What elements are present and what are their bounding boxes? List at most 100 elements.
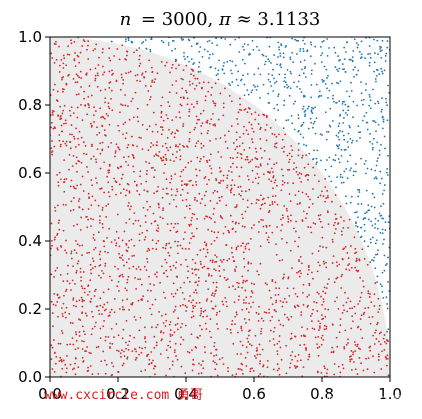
point-inside [302, 334, 305, 337]
point-inside [245, 243, 248, 246]
point-inside [60, 360, 63, 363]
point-inside [209, 200, 212, 202]
point-inside [200, 263, 202, 265]
point-inside [183, 281, 186, 284]
point-inside [247, 340, 250, 343]
point-inside [76, 223, 79, 226]
point-inside [275, 162, 278, 164]
point-inside [174, 240, 177, 243]
point-outside [167, 41, 170, 44]
point-inside [90, 179, 93, 181]
point-inside [252, 130, 255, 133]
point-inside [231, 179, 234, 181]
point-inside [351, 307, 354, 310]
point-inside [143, 326, 146, 329]
point-inside [273, 145, 276, 148]
point-inside [216, 311, 218, 314]
point-inside [257, 199, 260, 202]
point-inside [91, 267, 94, 270]
point-inside [59, 342, 62, 345]
point-inside [56, 300, 59, 303]
point-inside [387, 374, 390, 377]
point-inside [256, 198, 258, 201]
point-inside [317, 261, 320, 264]
point-inside [171, 119, 174, 121]
point-inside [168, 323, 171, 326]
point-inside [144, 369, 147, 371]
point-inside [193, 106, 195, 109]
point-inside [122, 123, 125, 126]
point-inside [358, 258, 361, 261]
point-inside [143, 238, 146, 241]
point-outside [369, 57, 372, 59]
point-inside [103, 71, 106, 74]
point-inside [323, 324, 326, 327]
point-inside [188, 207, 191, 210]
point-inside [118, 308, 121, 310]
point-inside [303, 343, 306, 346]
point-outside [301, 68, 303, 71]
point-inside [176, 190, 179, 193]
point-outside [384, 221, 387, 224]
point-inside [89, 300, 92, 303]
point-outside [360, 203, 363, 205]
point-inside [335, 277, 338, 280]
point-inside [334, 228, 337, 230]
point-inside [107, 288, 110, 291]
point-inside [80, 285, 83, 288]
point-inside [212, 213, 215, 216]
point-inside [209, 259, 212, 262]
point-inside [190, 160, 193, 163]
point-inside [69, 363, 72, 366]
point-inside [150, 167, 153, 169]
point-inside [71, 368, 74, 371]
quarter-circle-region [50, 37, 390, 377]
point-inside [213, 231, 216, 234]
point-outside [286, 69, 289, 71]
point-inside [107, 336, 110, 338]
point-inside [336, 296, 338, 299]
point-inside [223, 268, 225, 271]
point-inside [199, 160, 201, 163]
point-outside [386, 119, 389, 122]
point-inside [321, 318, 324, 321]
point-inside [245, 308, 248, 310]
point-inside [157, 239, 160, 242]
point-outside [363, 223, 366, 226]
point-inside [275, 301, 277, 304]
point-inside [208, 164, 211, 167]
point-inside [215, 177, 217, 180]
point-inside [102, 325, 105, 328]
point-inside [205, 159, 208, 162]
point-inside [127, 71, 130, 74]
point-inside [153, 347, 156, 349]
point-outside [365, 211, 368, 214]
point-inside [232, 342, 235, 345]
point-inside [214, 292, 216, 295]
point-inside [257, 182, 260, 185]
point-inside [262, 319, 265, 322]
point-inside [340, 216, 342, 219]
point-inside [166, 137, 169, 139]
point-inside [180, 365, 183, 368]
plot-frame [49, 36, 391, 378]
point-inside [80, 136, 83, 139]
point-outside [347, 146, 350, 148]
point-inside [214, 82, 217, 85]
point-outside [246, 89, 249, 92]
point-inside [311, 203, 314, 205]
point-outside [322, 81, 324, 83]
point-inside [146, 103, 149, 106]
point-outside [282, 127, 285, 130]
point-inside [63, 294, 65, 297]
point-inside [72, 343, 75, 346]
point-inside [148, 125, 151, 128]
point-inside [160, 116, 163, 118]
point-inside [305, 212, 308, 215]
point-inside [280, 168, 283, 171]
point-inside [300, 311, 303, 313]
point-inside [107, 146, 110, 148]
point-outside [210, 65, 213, 68]
point-outside [275, 80, 278, 83]
point-inside [121, 299, 124, 302]
